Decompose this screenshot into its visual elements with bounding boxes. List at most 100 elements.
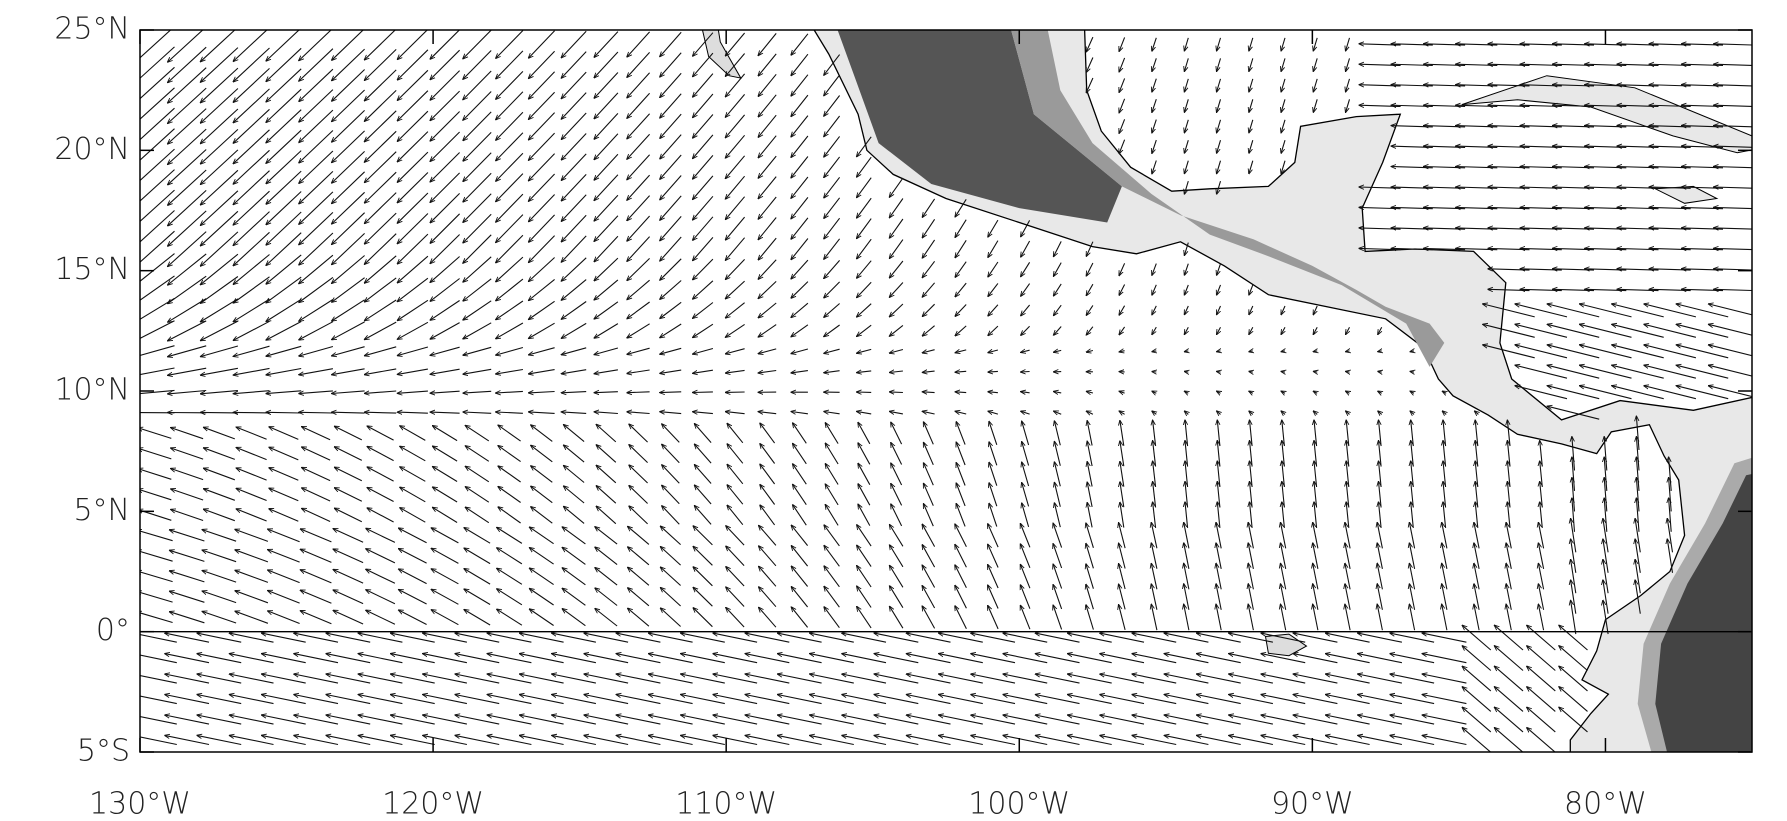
wind-arrow bbox=[431, 548, 458, 563]
wind-arrow bbox=[168, 47, 207, 82]
wind-arrow bbox=[595, 568, 617, 586]
wind-arrow bbox=[988, 606, 998, 629]
wind-arrow bbox=[496, 71, 523, 99]
wind-arrow bbox=[135, 368, 175, 376]
wind-arrow bbox=[333, 610, 363, 624]
wind-arrow bbox=[399, 590, 427, 605]
wind-arrow bbox=[1249, 161, 1253, 174]
wind-arrow bbox=[433, 426, 458, 441]
wind-arrow bbox=[496, 323, 523, 339]
wind-arrow bbox=[465, 507, 489, 523]
wind-arrow bbox=[791, 197, 808, 218]
wind-arrow bbox=[496, 279, 523, 301]
wind-arrow bbox=[627, 155, 650, 180]
wind-arrow bbox=[1119, 263, 1125, 275]
wind-arrow bbox=[366, 549, 395, 563]
wind-arrow bbox=[561, 412, 586, 414]
wind-arrow bbox=[200, 150, 238, 185]
wind-arrow bbox=[629, 486, 648, 504]
wind-arrow bbox=[463, 391, 491, 393]
wind-arrow bbox=[627, 32, 650, 57]
wind-arrow bbox=[529, 113, 555, 140]
wind-arrow bbox=[430, 347, 460, 355]
wind-arrow bbox=[497, 609, 522, 625]
wind-arrow bbox=[529, 215, 555, 242]
wind-arrow bbox=[299, 131, 333, 163]
wind-arrow bbox=[1527, 666, 1556, 691]
wind-arrow bbox=[1152, 411, 1156, 414]
wind-arrow bbox=[529, 348, 555, 355]
wind-arrow bbox=[889, 283, 903, 298]
wind-arrow bbox=[561, 258, 586, 281]
wind-arrow bbox=[1249, 120, 1253, 133]
wind-arrow bbox=[1054, 503, 1060, 527]
wind-arrow bbox=[364, 29, 396, 60]
wind-arrow bbox=[463, 257, 491, 282]
wind-arrow bbox=[594, 392, 618, 393]
wind-arrow bbox=[1249, 411, 1253, 414]
wind-arrow bbox=[135, 47, 175, 83]
wind-arrow bbox=[760, 505, 775, 525]
wind-arrow bbox=[1021, 262, 1030, 276]
wind-arrow bbox=[791, 34, 808, 55]
wind-arrow bbox=[529, 31, 555, 58]
wind-arrow bbox=[333, 529, 363, 543]
wind-arrow bbox=[1378, 351, 1382, 352]
wind-arrow bbox=[203, 427, 234, 439]
wind-arrow bbox=[397, 412, 428, 413]
wind-arrow bbox=[857, 607, 871, 628]
wind-arrow bbox=[1281, 120, 1285, 133]
wind-arrow bbox=[824, 116, 840, 137]
wind-arrow bbox=[594, 236, 618, 261]
wind-arrow bbox=[889, 392, 903, 393]
wind-arrow bbox=[1022, 442, 1029, 466]
wind-arrow bbox=[529, 568, 553, 585]
wind-arrow bbox=[758, 349, 776, 354]
wind-arrow bbox=[203, 509, 234, 521]
wind-arrow bbox=[988, 326, 998, 336]
wind-arrow bbox=[1644, 386, 1696, 399]
wind-arrow bbox=[299, 49, 333, 81]
wind-arrow bbox=[693, 176, 713, 200]
wind-arrow bbox=[531, 425, 553, 442]
wind-arrow bbox=[955, 326, 966, 336]
wind-arrow bbox=[693, 303, 713, 319]
wind-arrow bbox=[988, 283, 998, 296]
wind-arrow bbox=[1494, 687, 1523, 712]
wind-arrow bbox=[594, 216, 618, 242]
wind-arrow bbox=[725, 197, 744, 220]
wind-arrow bbox=[1281, 351, 1285, 352]
wind-arrow bbox=[694, 506, 711, 525]
wind-arrow bbox=[1217, 327, 1221, 334]
wind-arrow bbox=[1346, 58, 1350, 71]
wind-arrow bbox=[889, 219, 903, 238]
wind-arrow bbox=[660, 196, 681, 220]
wind-arrow bbox=[726, 567, 744, 586]
wind-arrow bbox=[562, 609, 585, 626]
wind-arrow bbox=[135, 231, 175, 267]
wind-arrow bbox=[171, 428, 203, 439]
wind-arrow bbox=[233, 299, 269, 322]
wind-arrow bbox=[1054, 392, 1062, 393]
wind-arrow bbox=[824, 325, 840, 337]
wind-arrow bbox=[955, 305, 966, 317]
x-tick-label: 80°W bbox=[1564, 787, 1647, 821]
wind-arrow bbox=[693, 567, 712, 586]
wind-arrow bbox=[200, 232, 238, 266]
wind-arrow bbox=[200, 129, 238, 164]
wind-arrow bbox=[1087, 462, 1092, 487]
wind-arrow bbox=[594, 52, 618, 78]
wind-arrow bbox=[660, 53, 681, 77]
wind-arrow bbox=[627, 93, 650, 118]
wind-arrow bbox=[299, 171, 333, 203]
wind-arrow bbox=[758, 74, 776, 96]
wind-arrow bbox=[334, 447, 361, 461]
wind-arrow bbox=[1249, 38, 1253, 51]
wind-arrow bbox=[200, 170, 238, 205]
wind-arrow bbox=[564, 506, 585, 523]
wind-arrow bbox=[364, 131, 396, 162]
wind-arrow bbox=[694, 424, 711, 443]
wind-arrow bbox=[1676, 345, 1728, 358]
wind-arrow bbox=[364, 70, 396, 101]
wind-arrow bbox=[1410, 351, 1414, 352]
